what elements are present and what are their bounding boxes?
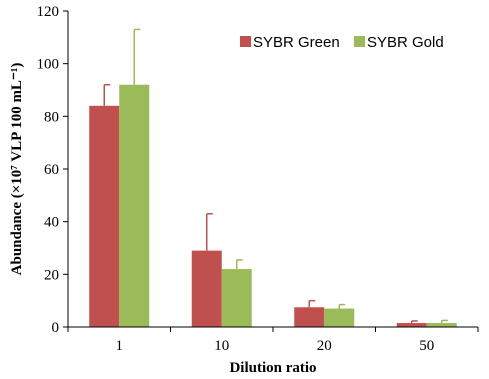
y-tick-label: 0 bbox=[52, 320, 60, 336]
legend-label: SYBR Green bbox=[253, 34, 340, 51]
y-tick-label: 40 bbox=[44, 215, 59, 231]
y-tick-label: 100 bbox=[37, 57, 60, 73]
y-tick-label: 60 bbox=[44, 162, 59, 178]
bar-sybr-gold bbox=[426, 323, 457, 327]
bar-sybr-green bbox=[89, 105, 120, 327]
bar-sybr-green bbox=[294, 307, 325, 327]
bar-sybr-gold bbox=[221, 269, 252, 327]
y-axis-title: Abundance (×10⁷ VLP 100 mL⁻¹) bbox=[9, 63, 25, 276]
x-tick-label: 10 bbox=[214, 338, 229, 354]
x-tick-label: 50 bbox=[419, 338, 434, 354]
bar-sybr-gold bbox=[324, 308, 355, 327]
bar-sybr-green bbox=[191, 250, 222, 327]
y-tick-label: 80 bbox=[44, 109, 59, 125]
x-tick-label: 20 bbox=[317, 338, 332, 354]
y-tick-label: 120 bbox=[37, 4, 60, 20]
legend-swatch bbox=[354, 36, 365, 47]
bar-sybr-green bbox=[396, 323, 427, 327]
bar-sybr-gold bbox=[119, 84, 150, 327]
y-ticks: 0 20 40 60 80 100 120 bbox=[37, 4, 68, 336]
legend-swatch bbox=[240, 36, 251, 47]
plot-area bbox=[89, 28, 457, 327]
x-axis-title: Dilution ratio bbox=[229, 360, 316, 376]
y-tick-label: 20 bbox=[44, 267, 59, 283]
x-tick-label: 1 bbox=[116, 338, 124, 354]
legend-label: SYBR Gold bbox=[367, 34, 444, 51]
legend: SYBR Green SYBR Gold bbox=[240, 34, 444, 51]
x-ticks: 1 10 20 50 bbox=[67, 327, 479, 354]
